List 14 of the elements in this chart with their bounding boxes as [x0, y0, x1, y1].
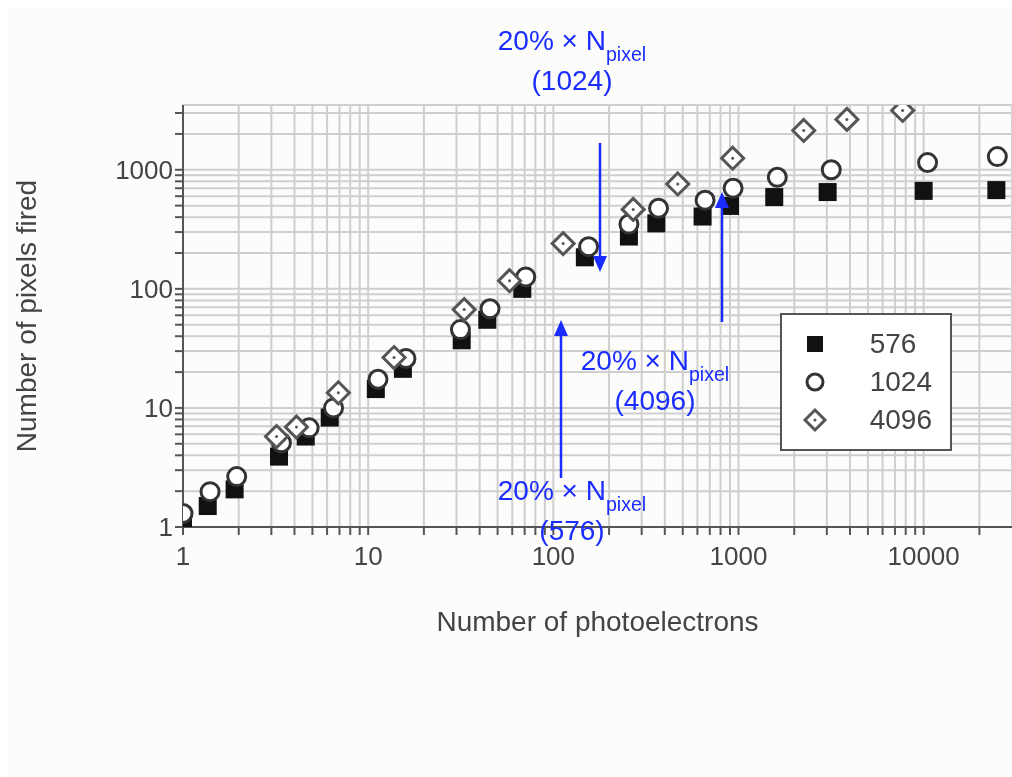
x-tick-label: 10000 — [887, 541, 960, 572]
legend-label: 1024 — [869, 366, 932, 398]
legend-label: 576 — [869, 328, 917, 360]
x-tick-label: 1000 — [709, 541, 768, 572]
y-tick-label: 1 — [158, 512, 173, 543]
x-axis-title: Number of photoelectrons — [436, 606, 759, 637]
y-tick-label: 10 — [144, 393, 173, 424]
y-axis-title: Number of pixels fired — [10, 179, 42, 453]
annotation: 20% × N$_{pixel}$ (4096) — [580, 345, 730, 416]
y-tick-label: 1000 — [115, 155, 173, 186]
y-tick-label: 100 — [129, 274, 173, 305]
legend-label: 4096 — [869, 404, 932, 436]
text: 20% × N$_{pixel}$ (1024) — [497, 25, 647, 96]
x-tick-label: 10 — [353, 541, 383, 572]
